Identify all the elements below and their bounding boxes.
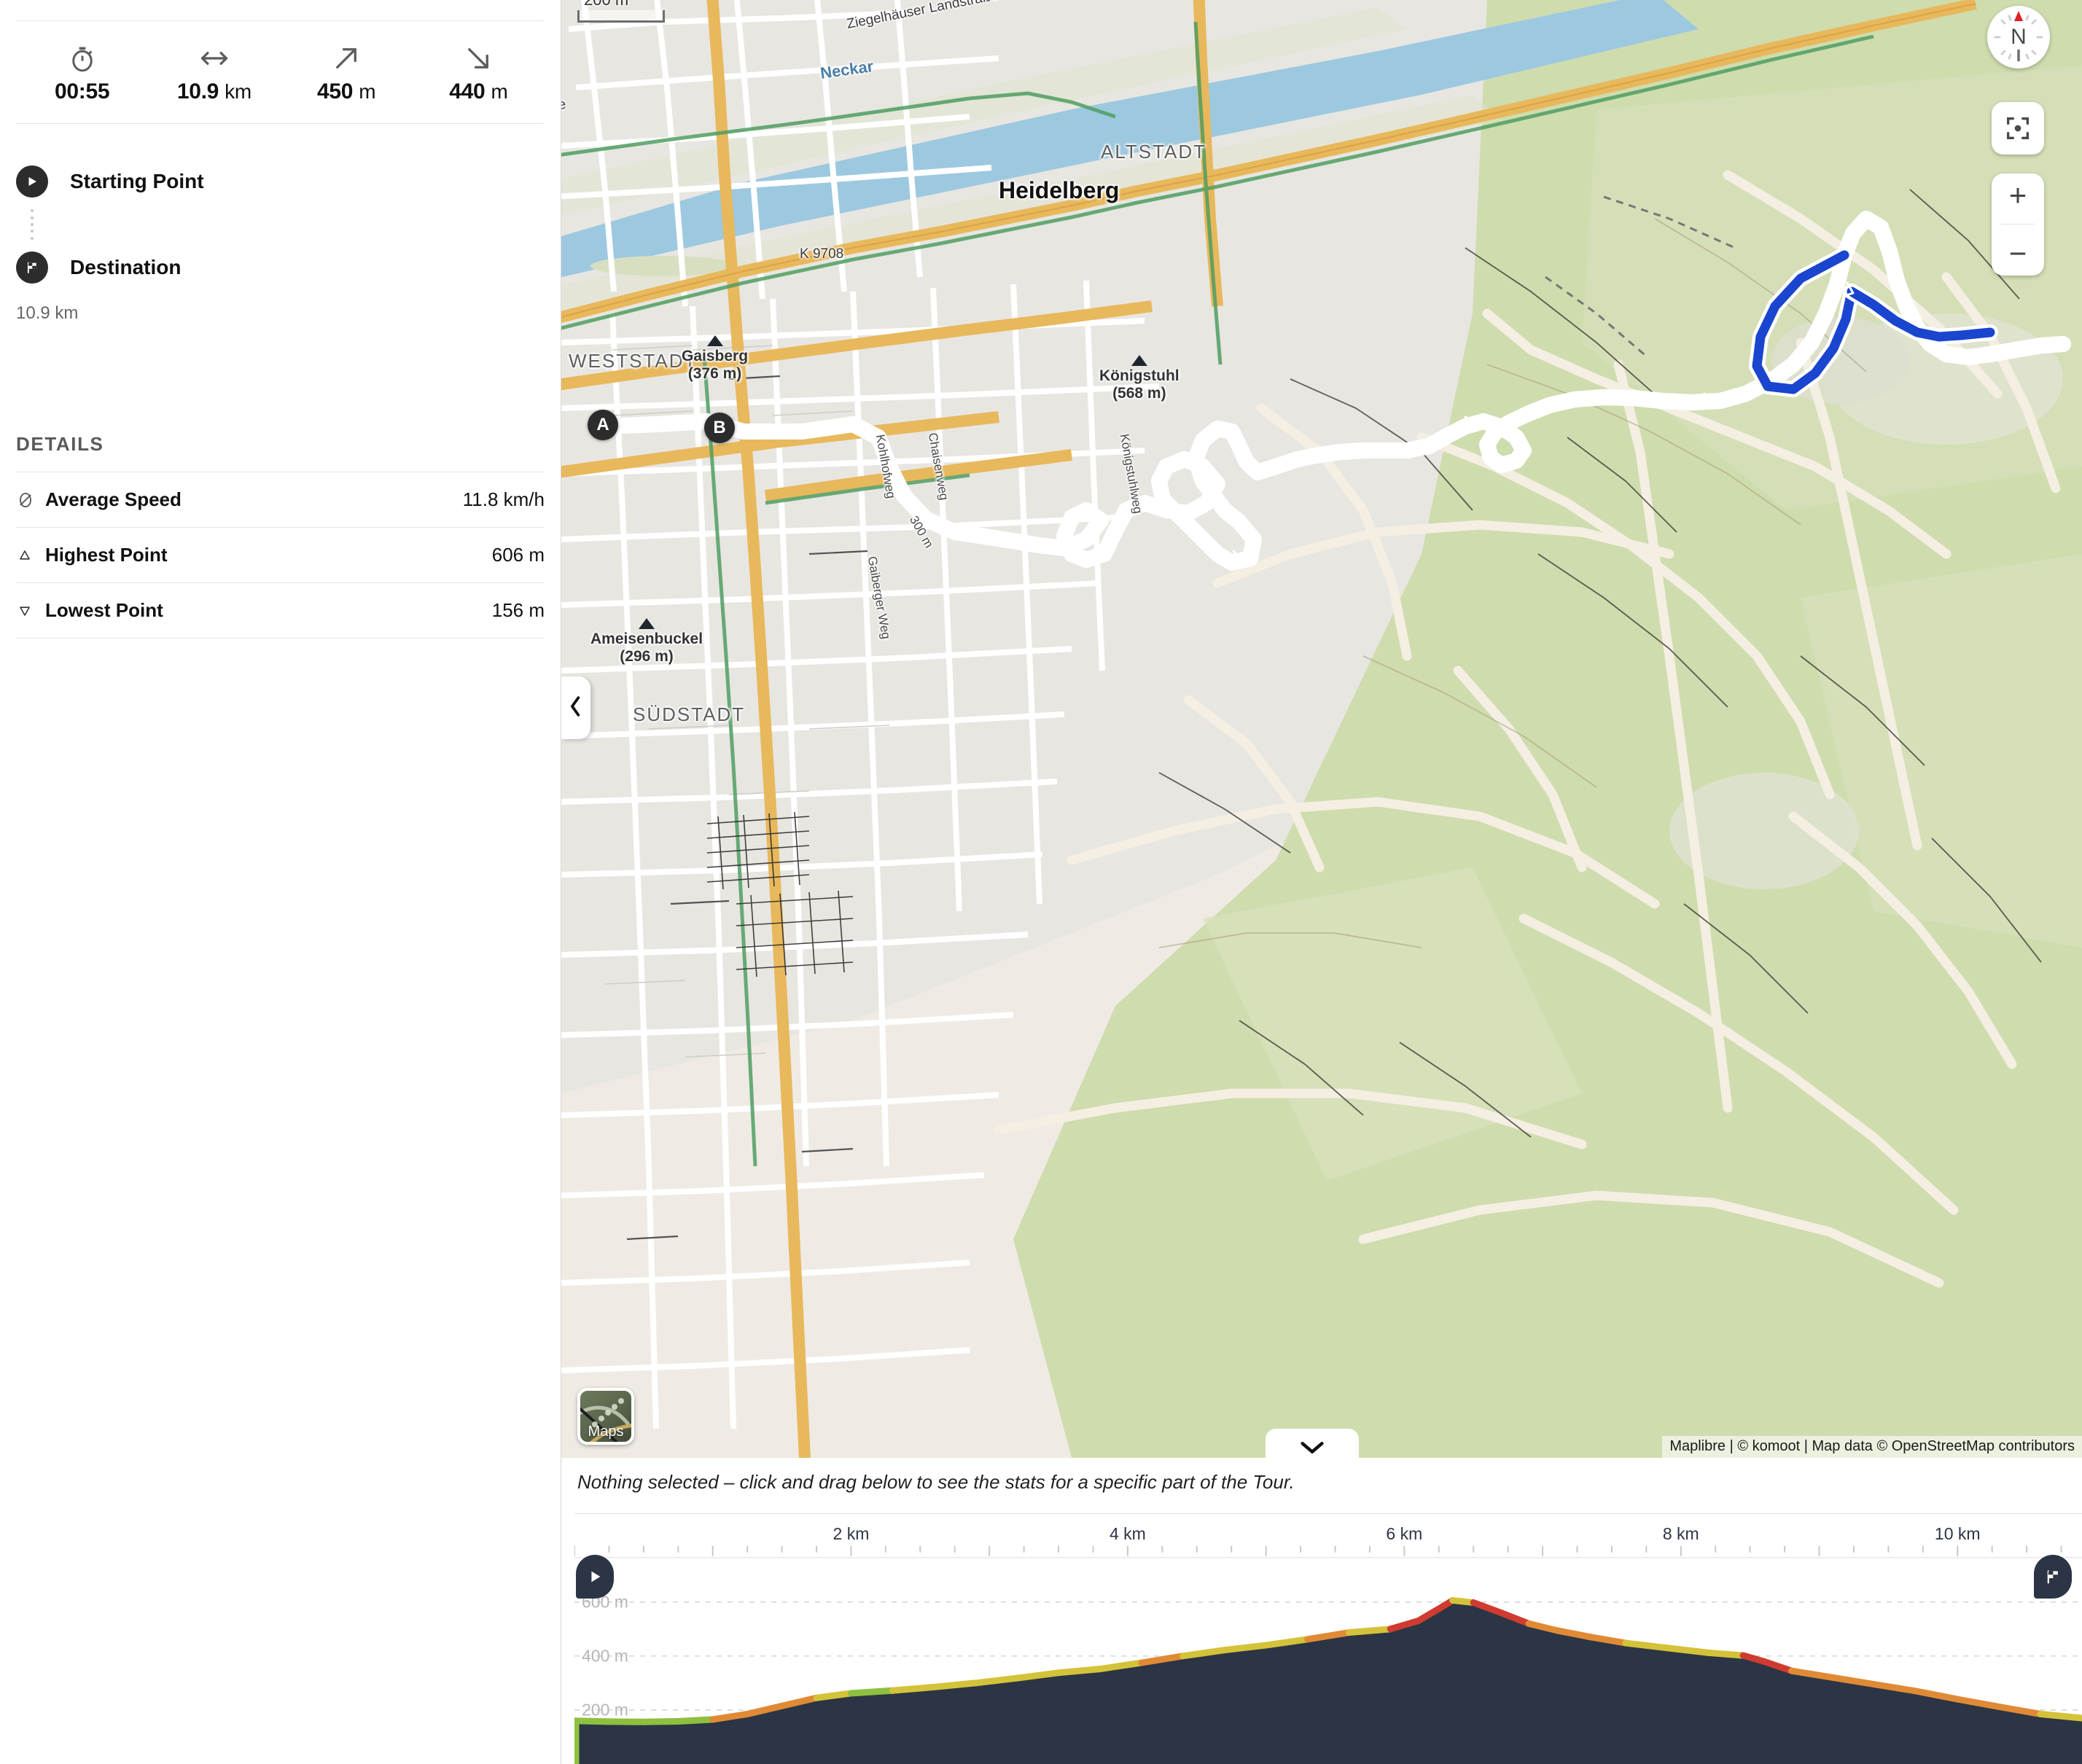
- svg-text:N: N: [2011, 25, 2027, 49]
- elevation-chart-svg[interactable]: [574, 1514, 2082, 1764]
- map-thumbnail-icon: [580, 1398, 631, 1442]
- flag-icon: [16, 251, 48, 284]
- map-view[interactable]: 200 m HeidelbergALTSTADTWESTSTADTSÜDSTAD…: [561, 0, 2082, 1458]
- zoom-out-button[interactable]: −: [2008, 235, 2027, 270]
- detail-row-average-speed: Average Speed 11.8 km/h: [16, 472, 545, 527]
- zoom-controls[interactable]: + −: [1992, 173, 2044, 276]
- route-marker-b[interactable]: B: [704, 413, 735, 443]
- y-axis-tick-label: 400 m: [582, 1646, 628, 1666]
- flag-icon: [2047, 1570, 2058, 1584]
- stat-ascent-value: 450 m: [317, 79, 376, 104]
- x-axis-tick-label: 10 km: [1934, 1524, 1981, 1543]
- zoom-in-button[interactable]: +: [2008, 178, 2027, 213]
- x-axis-tick-label: 2 km: [833, 1524, 870, 1543]
- average-icon: [16, 491, 45, 510]
- sidebar-collapse-button[interactable]: [561, 676, 590, 739]
- locate-button[interactable]: [1992, 102, 2044, 155]
- detail-label: Average Speed: [45, 488, 182, 510]
- waypoint-label: Starting Point: [70, 170, 204, 192]
- distance-arrows-icon: [148, 37, 280, 79]
- x-axis-tick-label: 4 km: [1109, 1524, 1146, 1543]
- detail-row-lowest-point: Lowest Point 156 m: [16, 582, 545, 639]
- x-axis-tick-label: 8 km: [1662, 1524, 1699, 1543]
- arrow-down-right-icon: [413, 37, 545, 79]
- map-thumbnail-label: Maps: [588, 1424, 624, 1440]
- details-heading: DETAILS: [16, 433, 104, 455]
- play-icon: [591, 1571, 601, 1582]
- detail-label: Lowest Point: [45, 599, 163, 621]
- detail-value: 606 m: [491, 544, 545, 566]
- details-list: Average Speed 11.8 km/h Highest Point 60…: [0, 472, 561, 639]
- waypoint-list: Starting Point Destination 10.9 km: [0, 124, 561, 324]
- stat-duration: 00:55: [16, 37, 148, 104]
- triangle-down-icon: [16, 602, 45, 620]
- chevron-left-icon: [568, 694, 584, 722]
- route-marker-start[interactable]: A: [588, 410, 618, 440]
- map-scale-bar: 200 m: [577, 0, 665, 23]
- y-axis-tick-label: 200 m: [582, 1700, 628, 1720]
- compass-icon: N: [1994, 11, 2043, 62]
- map-attribution[interactable]: Maplibre | © komoot | Map data © OpenStr…: [1662, 1436, 2082, 1458]
- crosshair-icon: [2007, 117, 2029, 139]
- arrow-up-right-icon: [281, 37, 413, 79]
- x-axis-tick-label: 6 km: [1386, 1524, 1423, 1543]
- stat-distance: 10.9 km: [148, 37, 280, 104]
- map-style-switcher[interactable]: Maps: [577, 1388, 634, 1445]
- elevation-panel: Nothing selected – click and drag below …: [561, 1458, 2082, 1764]
- triangle-up-icon: [16, 547, 45, 564]
- elevation-collapse-button[interactable]: [1266, 1429, 1359, 1467]
- detail-value: 156 m: [491, 599, 545, 621]
- compass-control[interactable]: N: [1987, 6, 2050, 69]
- waypoint-distance: 10.9 km: [16, 303, 79, 323]
- stat-descent-value: 440 m: [449, 79, 508, 104]
- stat-distance-value: 10.9 km: [176, 79, 252, 104]
- waypoint-label: Destination: [70, 256, 182, 278]
- elevation-chart[interactable]: 2 km 4 km 6 km 8 km 10 km 200 m 400 m 600 m: [574, 1513, 2082, 1764]
- waypoint-destination[interactable]: Destination: [16, 243, 545, 292]
- detail-label: Highest Point: [45, 544, 168, 566]
- stat-ascent: 450 m: [281, 37, 413, 104]
- tour-summary-stats: 00:55 10.9 km: [16, 20, 545, 124]
- waypoint-connector: [16, 206, 48, 243]
- stopwatch-icon: [16, 37, 148, 79]
- detail-value: 11.8 km/h: [462, 488, 545, 510]
- map-scale-label: 200 m: [584, 0, 628, 9]
- stat-duration-value: 00:55: [55, 79, 110, 104]
- detail-row-highest-point: Highest Point 606 m: [16, 527, 545, 582]
- elevation-end-marker[interactable]: [2034, 1555, 2072, 1599]
- elevation-start-marker[interactable]: [576, 1555, 614, 1599]
- map-tiles: [561, 0, 2082, 1458]
- stat-descent: 440 m: [413, 37, 545, 104]
- zoom-divider: [2001, 224, 2035, 225]
- play-icon: [16, 165, 48, 198]
- chevron-down-icon: [1298, 1439, 1326, 1460]
- elevation-hint-text: Nothing selected – click and drag below …: [577, 1471, 1295, 1493]
- tour-sidebar: 00:55 10.9 km: [0, 0, 561, 1764]
- waypoint-starting-point[interactable]: Starting Point: [16, 157, 545, 206]
